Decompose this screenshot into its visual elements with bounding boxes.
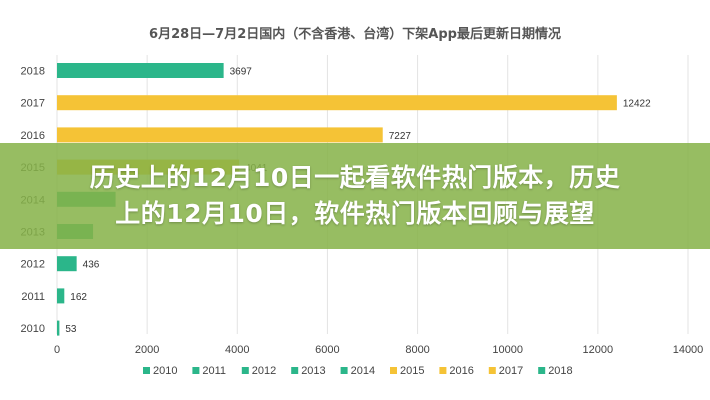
legend-label: 2017 [499, 365, 523, 377]
x-axis-labels: 0 2000 4000 6000 8000 10000 12000 14000 [54, 344, 703, 356]
legend-swatch [192, 367, 200, 374]
x-tick-label: 6000 [315, 344, 339, 356]
x-tick-label: 2000 [135, 344, 159, 356]
legend-swatch [291, 367, 299, 374]
y-tick-label: 2010 [21, 323, 45, 335]
legend-label: 2015 [400, 365, 424, 377]
y-tick-label: 2017 [21, 98, 45, 110]
title-overlay-banner: 历史上的12月10日一起看软件热门版本，历史 上的12月10日，软件热门版本回顾… [0, 143, 710, 249]
data-label: 53 [65, 324, 77, 335]
y-tick-label: 2012 [21, 259, 45, 271]
x-tick-label: 10000 [492, 344, 523, 356]
data-label: 162 [70, 292, 87, 303]
x-tick-label: 8000 [405, 344, 429, 356]
x-tick-label: 12000 [583, 344, 614, 356]
legend-swatch [538, 367, 546, 374]
y-tick-label: 2016 [21, 130, 45, 142]
legend-label: 2013 [301, 365, 325, 377]
x-tick-label: 0 [54, 344, 60, 356]
legend-swatch [488, 367, 496, 374]
legend-label: 2011 [202, 365, 226, 377]
data-label: 436 [83, 260, 100, 271]
bar [57, 95, 617, 111]
legend-swatch [390, 367, 397, 374]
bar [57, 256, 77, 272]
chart-title: 6月28日—7月2日国内（不含香港、台湾）下架App最后更新日期情况 [149, 26, 561, 42]
data-label: 3697 [230, 67, 253, 78]
bar [57, 127, 383, 143]
overlay-line-1: 历史上的12月10日一起看软件热门版本，历史 [89, 163, 621, 192]
y-tick-label: 2011 [21, 291, 45, 303]
bar [57, 320, 60, 336]
legend-swatch [340, 367, 348, 374]
legend-label: 2018 [548, 365, 572, 377]
legend-swatch [143, 367, 150, 374]
bar [57, 63, 224, 78]
legend-swatch [439, 367, 447, 374]
legend-swatch [241, 367, 249, 374]
x-tick-label: 4000 [225, 344, 249, 356]
bar [57, 288, 65, 304]
y-tick-label: 2018 [21, 66, 45, 78]
x-tick-label: 14000 [673, 344, 704, 356]
data-label: 12422 [623, 99, 651, 110]
legend-label: 2010 [153, 365, 177, 377]
legend-label: 2012 [252, 365, 276, 377]
legend-label: 2014 [351, 365, 375, 377]
data-label: 7227 [389, 131, 412, 142]
legend: 2010 2011 2012 2013 2014 2015 2016 2017 2018 [143, 365, 573, 377]
overlay-line-2: 上的12月10日，软件热门版本回顾与展望 [115, 199, 595, 228]
legend-label: 2016 [449, 365, 473, 377]
